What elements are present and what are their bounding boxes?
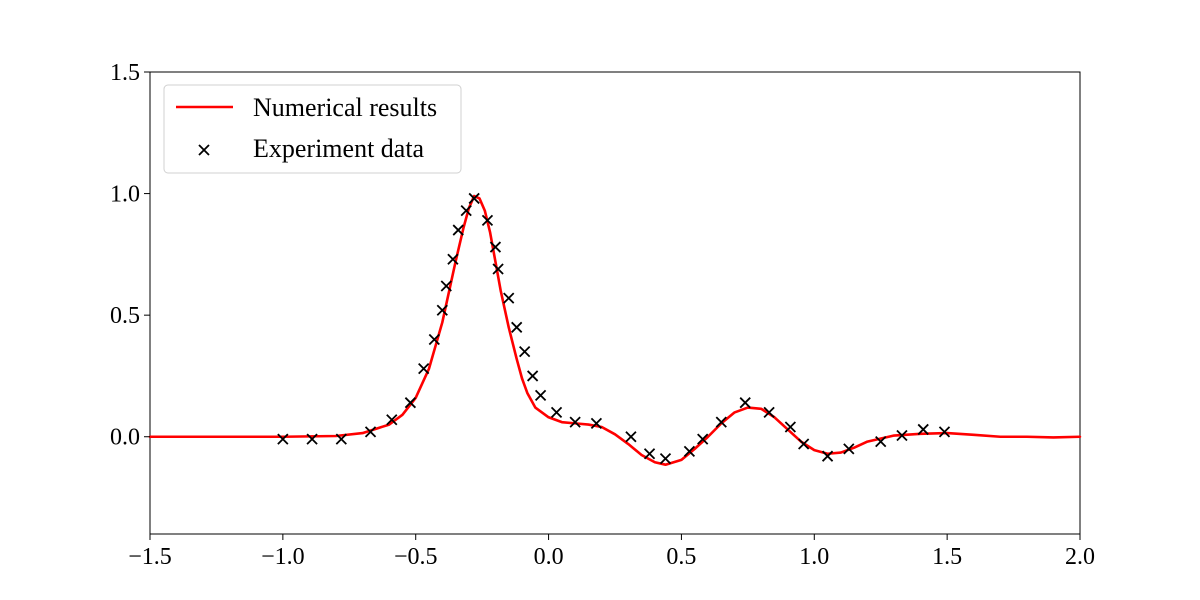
data-point-marker	[428, 333, 440, 346]
data-point-marker	[784, 421, 797, 433]
legend-marker-swatch	[198, 144, 210, 156]
legend-label-numerical-results: Numerical results	[253, 93, 437, 122]
data-point-marker	[306, 433, 318, 445]
data-point-marker	[798, 438, 810, 450]
data-point-marker	[896, 429, 908, 442]
data-point-marker	[447, 253, 459, 265]
data-point-marker	[364, 426, 377, 438]
data-point-marker	[739, 397, 751, 409]
x-tick-label: −1.5	[128, 544, 172, 570]
data-point-marker	[875, 435, 887, 448]
data-point-marker	[277, 433, 289, 445]
data-point-marker	[715, 416, 727, 428]
legend-box	[163, 84, 462, 174]
data-point-marker	[534, 389, 547, 402]
y-tick-label: 0.5	[110, 303, 140, 329]
data-point-marker	[526, 370, 539, 382]
data-point-marker	[519, 345, 531, 358]
y-tick-label: 0.0	[110, 425, 140, 451]
x-tick-label: 2.0	[1065, 544, 1095, 570]
legend: Numerical results Experiment data	[163, 84, 462, 174]
series-scatter-experiment-data	[277, 192, 951, 465]
x-tick-label: 1.0	[799, 544, 829, 570]
data-point-marker	[489, 241, 502, 253]
x-tick-label: −0.5	[394, 544, 438, 570]
data-point-marker	[386, 414, 398, 426]
data-point-marker	[481, 214, 494, 226]
x-tick-label: 1.5	[932, 544, 962, 570]
data-point-marker	[436, 304, 448, 316]
data-point-marker	[492, 263, 504, 275]
legend-label-experiment-data: Experiment data	[253, 134, 425, 163]
axis-ticks: −1.5 −1.0 −0.5 0.0 0.5 1.0 1.5 2.0 0.0 0.5 1.0 1.5	[110, 60, 1095, 570]
x-tick-label: −1.0	[261, 544, 305, 570]
data-point-marker	[335, 433, 347, 445]
y-tick-label: 1.5	[110, 60, 140, 86]
data-point-marker	[590, 417, 603, 429]
data-point-marker	[440, 280, 452, 292]
data-point-marker	[468, 192, 480, 205]
data-point-marker	[659, 452, 672, 465]
data-point-marker	[460, 204, 472, 217]
data-point-marker	[569, 416, 581, 428]
data-point-marker	[697, 433, 709, 445]
data-point-marker	[917, 423, 929, 436]
plot-area	[148, 71, 1082, 535]
y-tick-label: 1.0	[110, 182, 140, 208]
data-point-marker	[550, 406, 563, 419]
data-point-marker	[452, 224, 464, 236]
x-tick-label: 0.5	[666, 544, 696, 570]
data-point-marker	[683, 445, 696, 457]
data-point-marker	[821, 450, 834, 462]
data-point-marker	[503, 292, 515, 304]
data-point-marker	[418, 363, 430, 375]
x-tick-label: 0.0	[534, 544, 564, 570]
data-point-marker	[643, 448, 656, 460]
data-point-marker	[843, 443, 855, 455]
data-point-marker	[763, 406, 775, 419]
axes-frame	[149, 71, 1081, 535]
data-point-marker	[938, 426, 951, 438]
series-line-numerical-results	[148, 194, 1082, 466]
data-point-marker	[511, 321, 523, 333]
data-point-marker	[625, 431, 637, 443]
data-point-marker	[404, 397, 417, 409]
